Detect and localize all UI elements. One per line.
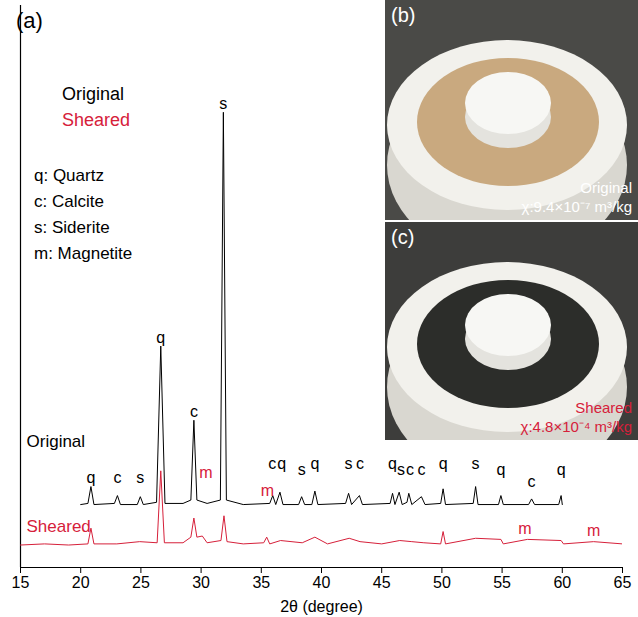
html-text:Original: Original: [580, 179, 632, 196]
html-text:q: Quartz: q: Quartz: [34, 166, 104, 185]
svg-text:q: q: [310, 455, 319, 472]
html-text:χ:9.4×10⁻⁷ m³/kg: χ:9.4×10⁻⁷ m³/kg: [521, 198, 632, 215]
svg-text:Original: Original: [27, 432, 86, 451]
svg-text:q: q: [277, 455, 286, 472]
svg-text:s: s: [472, 455, 480, 472]
html-text:(c): (c): [391, 226, 415, 248]
svg-text:c: c: [190, 403, 198, 420]
svg-text:35: 35: [252, 574, 270, 591]
svg-text:25: 25: [132, 574, 150, 591]
svg-text:c: c: [356, 455, 364, 472]
html-text:χ:4.8×10⁻⁴ m³/kg: χ:4.8×10⁻⁴ m³/kg: [520, 418, 632, 435]
svg-text:s: s: [136, 469, 144, 486]
svg-text:s: s: [397, 461, 405, 478]
svg-text:Sheared: Sheared: [27, 517, 91, 536]
html-text:Sheared: Sheared: [62, 110, 131, 130]
html-text:c: Calcite: c: Calcite: [34, 192, 104, 211]
svg-text:40: 40: [313, 574, 331, 591]
html-text:Sheared: Sheared: [575, 399, 632, 416]
svg-text:15: 15: [12, 574, 30, 591]
html-text:(a): (a): [16, 8, 43, 33]
svg-text:q: q: [557, 461, 566, 478]
svg-text:q: q: [156, 329, 165, 346]
html-text:s: Siderite: s: Siderite: [34, 218, 110, 237]
svg-text:2θ (degree): 2θ (degree): [280, 598, 363, 615]
svg-text:m: m: [199, 464, 212, 481]
svg-text:c: c: [268, 455, 276, 472]
svg-text:45: 45: [373, 574, 391, 591]
html-text:m: Magnetite: m: Magnetite: [34, 244, 133, 263]
svg-text:55: 55: [493, 574, 511, 591]
svg-text:q: q: [439, 455, 448, 472]
svg-text:60: 60: [553, 574, 571, 591]
svg-text:s: s: [219, 95, 227, 112]
svg-text:q: q: [388, 455, 397, 472]
svg-text:65: 65: [614, 574, 632, 591]
svg-text:50: 50: [433, 574, 451, 591]
svg-text:c: c: [113, 469, 121, 486]
svg-text:m: m: [518, 520, 531, 537]
html-text:(b): (b): [391, 4, 416, 26]
html-text:Original: Original: [62, 84, 124, 104]
svg-text:20: 20: [72, 574, 90, 591]
svg-text:s: s: [345, 455, 353, 472]
svg-text:q: q: [496, 461, 505, 478]
svg-text:s: s: [298, 461, 306, 478]
svg-text:q: q: [86, 469, 95, 486]
svg-text:m: m: [587, 522, 600, 539]
svg-text:m: m: [261, 482, 274, 499]
svg-text:c: c: [406, 461, 414, 478]
svg-text:30: 30: [192, 574, 210, 591]
svg-text:c: c: [417, 461, 425, 478]
svg-text:c: c: [528, 473, 536, 490]
